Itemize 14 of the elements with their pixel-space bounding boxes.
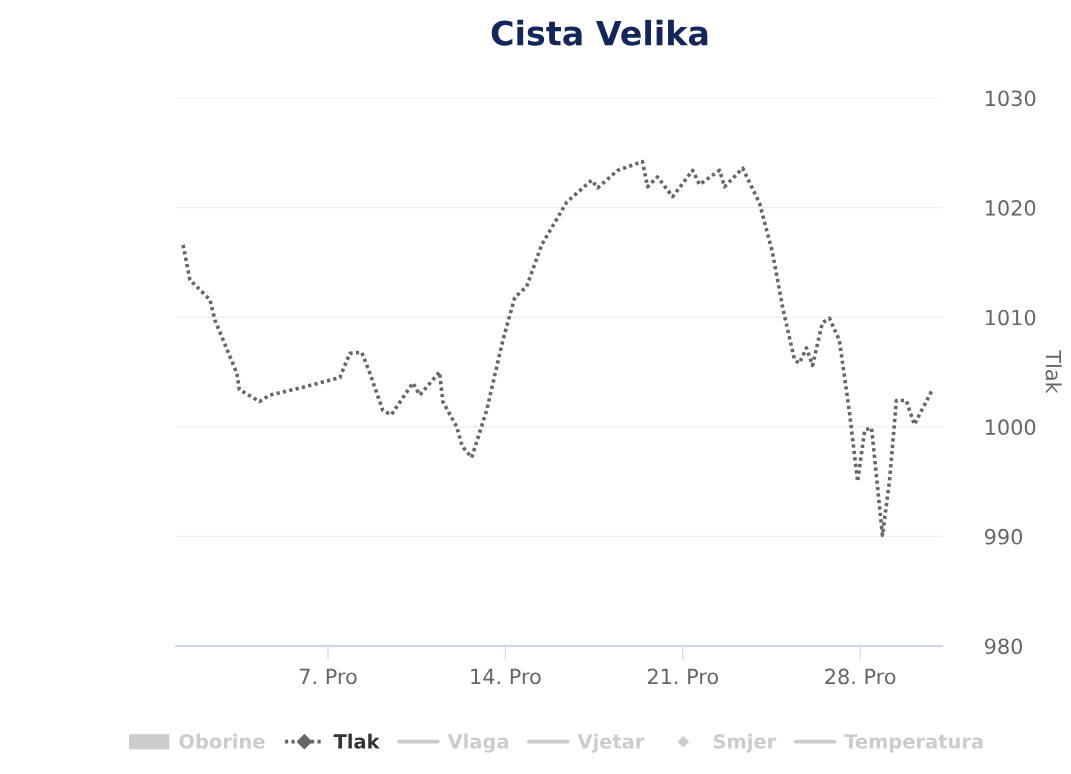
chart-title: Cista Velika	[491, 19, 708, 46]
x-tick-label: 21. Pro	[647, 668, 719, 685]
y-tick-label: 1020	[985, 200, 1036, 216]
x-tick-label: 28. Pro	[825, 668, 896, 685]
y-tick-label: 990	[984, 528, 1023, 545]
y-tick-label: 980	[984, 638, 1023, 655]
x-tick-label: 14. Pro	[471, 668, 541, 685]
y-tick-label: 1010	[985, 309, 1036, 326]
line-series	[181, 159, 935, 538]
y-tick-label: 1030	[985, 90, 1036, 107]
x-tick-label: 7. Pro	[299, 668, 357, 685]
legend-label: Tlak	[333, 733, 380, 749]
y-axis-title: Tlak	[1045, 350, 1062, 394]
y-tick-label: 1000	[985, 419, 1036, 436]
